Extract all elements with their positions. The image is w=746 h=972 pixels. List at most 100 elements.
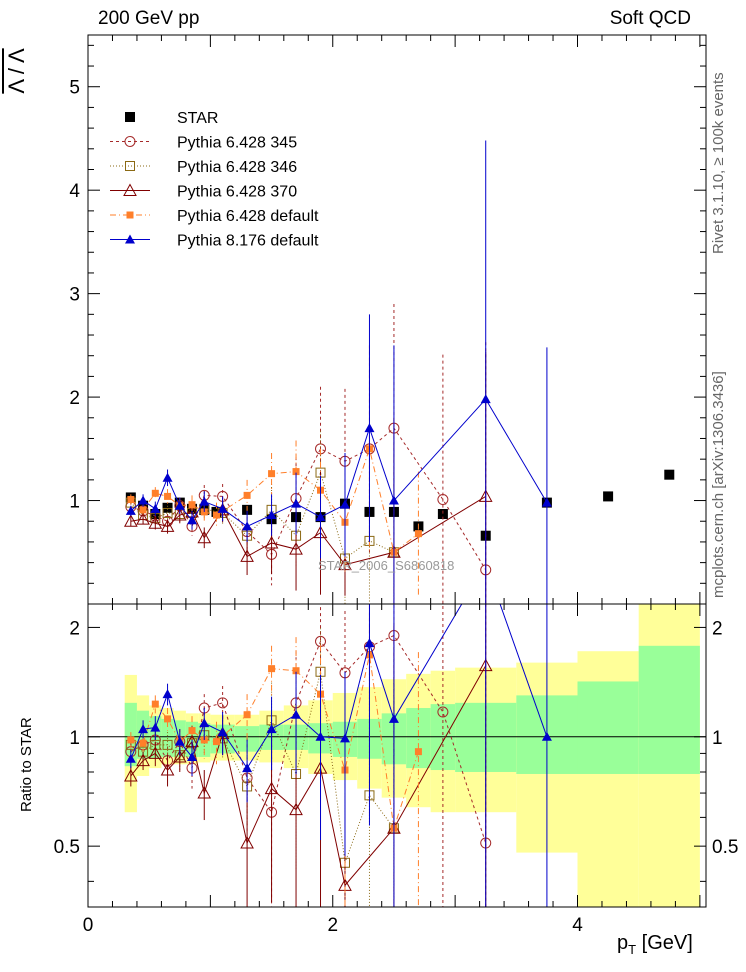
main-star-point	[437, 508, 448, 519]
ratio-y-tick-label: 1	[69, 728, 80, 749]
main-pythia-6-428-370-point	[264, 535, 279, 549]
x-axis-label-unit: [GeV]	[636, 932, 693, 954]
main-pythia-6-428-345-point	[437, 494, 449, 506]
main-pythia-8-176-default-point	[242, 521, 253, 531]
ratio-pythia-8-176-default-point	[125, 753, 136, 763]
x-axis-label-sub: T	[628, 942, 637, 957]
legend-marker	[125, 161, 135, 171]
ratio-pythia-8-176-default-point	[138, 724, 149, 734]
main-pythia-8-176-default-point	[217, 503, 228, 513]
ratio-y-axis-label: Ratio to STAR	[18, 717, 35, 812]
ratio-pythia-8-176-default-point	[162, 689, 173, 699]
main-pythia-6-428-370-point	[289, 542, 303, 555]
main-pythia-6-428-default-line	[130, 446, 419, 554]
ratio-pythia-6-428-default-point	[139, 739, 147, 747]
ratio-pythia-6-428-370-point	[148, 746, 163, 759]
main-y-tick-label: 4	[69, 181, 80, 202]
ratio-pythia-6-428-345-point	[217, 697, 229, 709]
header-right-title: Soft QCD	[609, 8, 691, 29]
ratio-pythia-6-428-370-point	[160, 762, 175, 776]
main-pythia-6-428-default-point	[127, 496, 135, 504]
main-star-point	[603, 491, 614, 502]
ratio-pythia-6-428-345-point	[437, 706, 449, 718]
main-pythia-6-428-370-point	[172, 507, 187, 521]
main-pythia-6-428-370-point	[240, 549, 254, 562]
main-pythia-6-428-370-point	[197, 530, 212, 544]
legend: STAR Pythia 6.428 345 Pythia 6.428 346 Pyth…	[110, 110, 319, 250]
legend-marker	[126, 211, 134, 219]
x-axis-label: pT [GeV]	[617, 932, 693, 957]
band-inner-bin	[638, 645, 700, 774]
main-pythia-6-428-default-point	[139, 506, 147, 514]
ratio-pythia-8-176-default-point	[291, 709, 302, 719]
main-pythia-8-176-default-point	[315, 512, 326, 522]
ratio-pythia-6-428-default-point	[127, 736, 135, 744]
main-pythia-8-176-default-point	[364, 423, 375, 433]
ratio-pythia-6-428-345-line	[130, 634, 487, 844]
main-plot-series	[123, 140, 675, 604]
main-pythia-8-176-default-point	[150, 503, 161, 513]
ratio-pythia-6-428-default-line	[130, 654, 419, 829]
band-inner-bin	[577, 681, 639, 774]
legend-label: Pythia 6.428 370	[177, 184, 297, 201]
ratio-pythia-6-428-370-point	[240, 835, 254, 849]
x-tick-label: 4	[572, 915, 583, 936]
main-pythia-8-176-default-point	[541, 497, 552, 507]
main-pythia-6-428-370-point	[136, 512, 150, 525]
main-y-tick-label: 1	[69, 492, 80, 513]
ratio-pythia-8-176-default-point	[174, 736, 185, 746]
ratio-pythia-6-428-370-point	[136, 753, 150, 767]
main-pythia-6-428-default-point	[292, 468, 300, 476]
legend-marker	[125, 112, 135, 122]
ratio-pythia-6-428-370-point	[172, 749, 187, 763]
ratio-uncertainty-bands	[88, 604, 706, 907]
ratio-pythia-6-428-default-point	[212, 738, 220, 746]
main-y-axis-label: Λ / Λ	[4, 48, 29, 94]
main-pythia-6-428-default-point	[268, 470, 276, 478]
ratio-pythia-8-176-default-point	[199, 718, 210, 728]
x-tick-label: 2	[327, 915, 338, 936]
band-inner-bin	[161, 718, 174, 757]
watermark: STAR_2006_S6860818	[318, 558, 455, 573]
ratio-pythia-8-176-default-point	[187, 751, 198, 761]
main-pythia-8-176-default-point	[266, 510, 277, 520]
ratio-pythia-8-176-default-point	[217, 727, 228, 737]
legend-label: Pythia 6.428 default	[177, 208, 319, 225]
rivet-version-label: Rivet 3.1.10, ≥ 100k events	[710, 72, 727, 254]
x-axis-label-main: p	[617, 932, 629, 954]
main-pythia-6-428-default-point	[212, 511, 220, 519]
main-pythia-8-176-default-point	[138, 495, 149, 505]
ratio-pythia-6-428-default-point	[292, 667, 300, 675]
main-pythia-8-176-default-point	[480, 394, 491, 404]
legend-marker	[124, 136, 136, 147]
ratio-y-tick-label-right: 2	[712, 618, 723, 639]
main-pythia-8-176-default-point	[199, 496, 210, 506]
legend-marker	[125, 234, 135, 244]
ratio-pythia-6-428-default-point	[188, 727, 196, 735]
ratio-pythia-8-176-default-point	[388, 713, 399, 723]
ratio-pythia-8-176-default-point	[315, 731, 326, 741]
mcplots-reference-label: mcplots.cern.ch [arXiv:1306.3436]	[710, 371, 727, 598]
main-pythia-6-428-default-point	[151, 489, 159, 497]
main-pythia-8-176-default-point	[339, 499, 350, 509]
ratio-pythia-6-428-346-point	[162, 739, 173, 750]
main-pythia-8-176-default-point	[187, 515, 198, 525]
main-pythia-6-428-default-point	[414, 530, 422, 538]
ratio-pythia-6-428-370-point	[197, 786, 212, 799]
legend-marker	[123, 183, 137, 196]
main-pythia-8-176-default-point	[388, 495, 399, 505]
ratio-pythia-6-428-default-point	[243, 711, 251, 719]
ratio-y-tick-label: 0.5	[54, 837, 80, 858]
ratio-pythia-6-428-370-point	[264, 781, 279, 795]
ratio-pythia-8-176-default-point	[364, 638, 375, 648]
plot-frames: 1 2 3 4 5 0 2 4 0.5 0.5 1 1 2 2	[54, 34, 738, 936]
ratio-plot-frame	[87, 603, 707, 908]
main-pythia-8-176-default-point	[174, 500, 185, 510]
ratio-y-tick-label-right: 1	[712, 728, 723, 749]
main-star-point	[664, 469, 675, 480]
ratio-pythia-6-428-default-point	[268, 665, 276, 673]
legend-label: Pythia 6.428 346	[177, 159, 297, 176]
ratio-pythia-6-428-370-point	[289, 802, 303, 816]
main-star-point	[162, 502, 173, 513]
